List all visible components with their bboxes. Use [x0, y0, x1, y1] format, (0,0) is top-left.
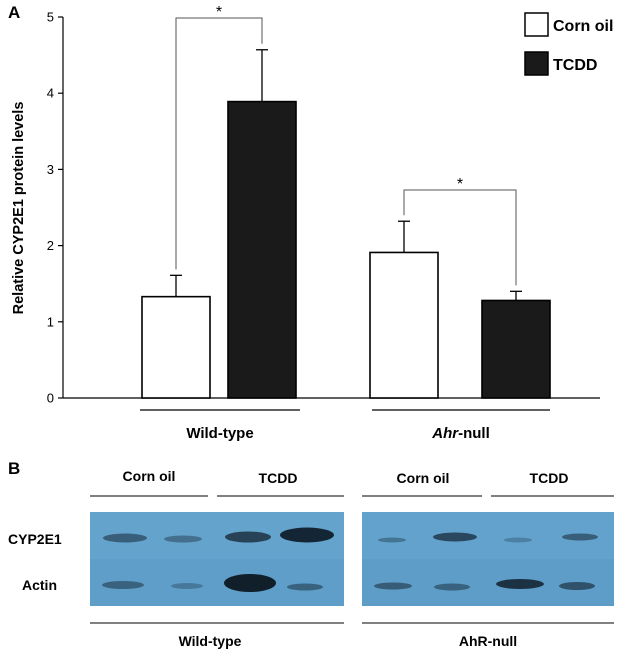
group-label-italic: Ahr [431, 425, 459, 442]
significance-bracket [403, 189, 517, 286]
bars [141, 49, 551, 399]
y-tick-label: 2 [47, 238, 54, 253]
y-axis-label: Relative CYP2E1 protein levels [11, 102, 27, 315]
panel-b-label: B [8, 459, 20, 478]
significance-brackets: ** [175, 4, 517, 286]
y-tick-label: 4 [47, 86, 54, 101]
legend-label-corn-oil: Corn oil [553, 18, 613, 35]
blot-image-ahr-null [362, 512, 614, 606]
blot-image-wild-type [90, 512, 344, 606]
bar [369, 251, 439, 399]
blot-treatment-tcdd-null: TCDD [530, 470, 569, 486]
group-labels: Wild-type Ahr-null [140, 409, 550, 442]
legend: Corn oil TCDD [524, 12, 613, 76]
bar [227, 100, 297, 399]
blot-genotype-ahr-null: AhR-null [459, 633, 517, 649]
blot-treatment-corn-oil-wt: Corn oil [123, 468, 176, 484]
significance-star: * [457, 176, 463, 193]
panel-a-label: A [8, 3, 20, 22]
blot-row-label-actin: Actin [22, 577, 57, 593]
y-tick-label: 5 [47, 10, 54, 25]
y-tick-label: 1 [47, 314, 54, 329]
group-label: Wild-type [186, 425, 253, 442]
blot-genotype-wild-type: Wild-type [179, 633, 242, 649]
legend-swatch-corn-oil [524, 12, 549, 37]
legend-swatch-tcdd [524, 51, 549, 76]
significance-star: * [216, 4, 222, 21]
bar [141, 295, 211, 399]
group-label: Ahr-null [431, 425, 490, 442]
blot-treatment-corn-oil-null: Corn oil [397, 470, 450, 486]
significance-bracket [175, 17, 263, 270]
legend-label-tcdd: TCDD [553, 57, 597, 74]
y-tick-label: 3 [47, 162, 54, 177]
blot-treatment-tcdd-wt: TCDD [259, 470, 298, 486]
bar [481, 299, 551, 399]
y-tick-label: 0 [47, 391, 54, 406]
group-label-suffix: -null [458, 425, 490, 442]
blot-row-label-cyp2e1: CYP2E1 [8, 531, 62, 547]
